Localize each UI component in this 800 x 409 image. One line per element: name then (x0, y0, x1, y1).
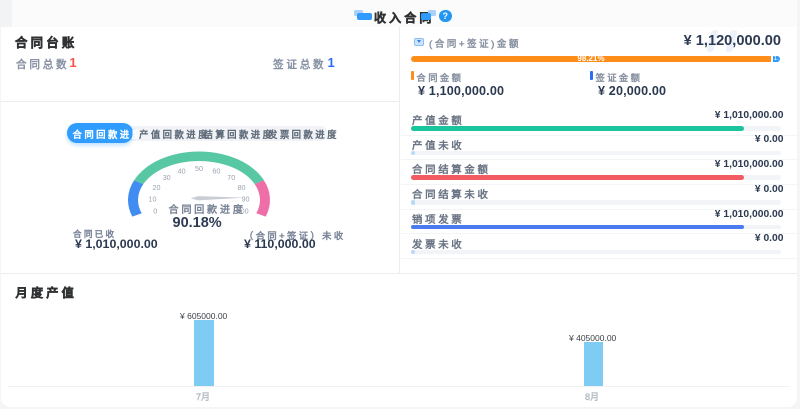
svg-text:20: 20 (153, 183, 161, 192)
svg-text:90: 90 (242, 195, 250, 204)
svg-text:100: 100 (237, 206, 249, 215)
svg-text:10: 10 (149, 195, 157, 204)
svg-text:70: 70 (227, 173, 235, 182)
svg-text:0: 0 (153, 206, 157, 215)
svg-text:30: 30 (163, 173, 171, 182)
svg-text:40: 40 (178, 166, 186, 175)
svg-text:50: 50 (195, 164, 203, 173)
svg-text:80: 80 (238, 183, 246, 192)
svg-text:60: 60 (212, 166, 220, 175)
